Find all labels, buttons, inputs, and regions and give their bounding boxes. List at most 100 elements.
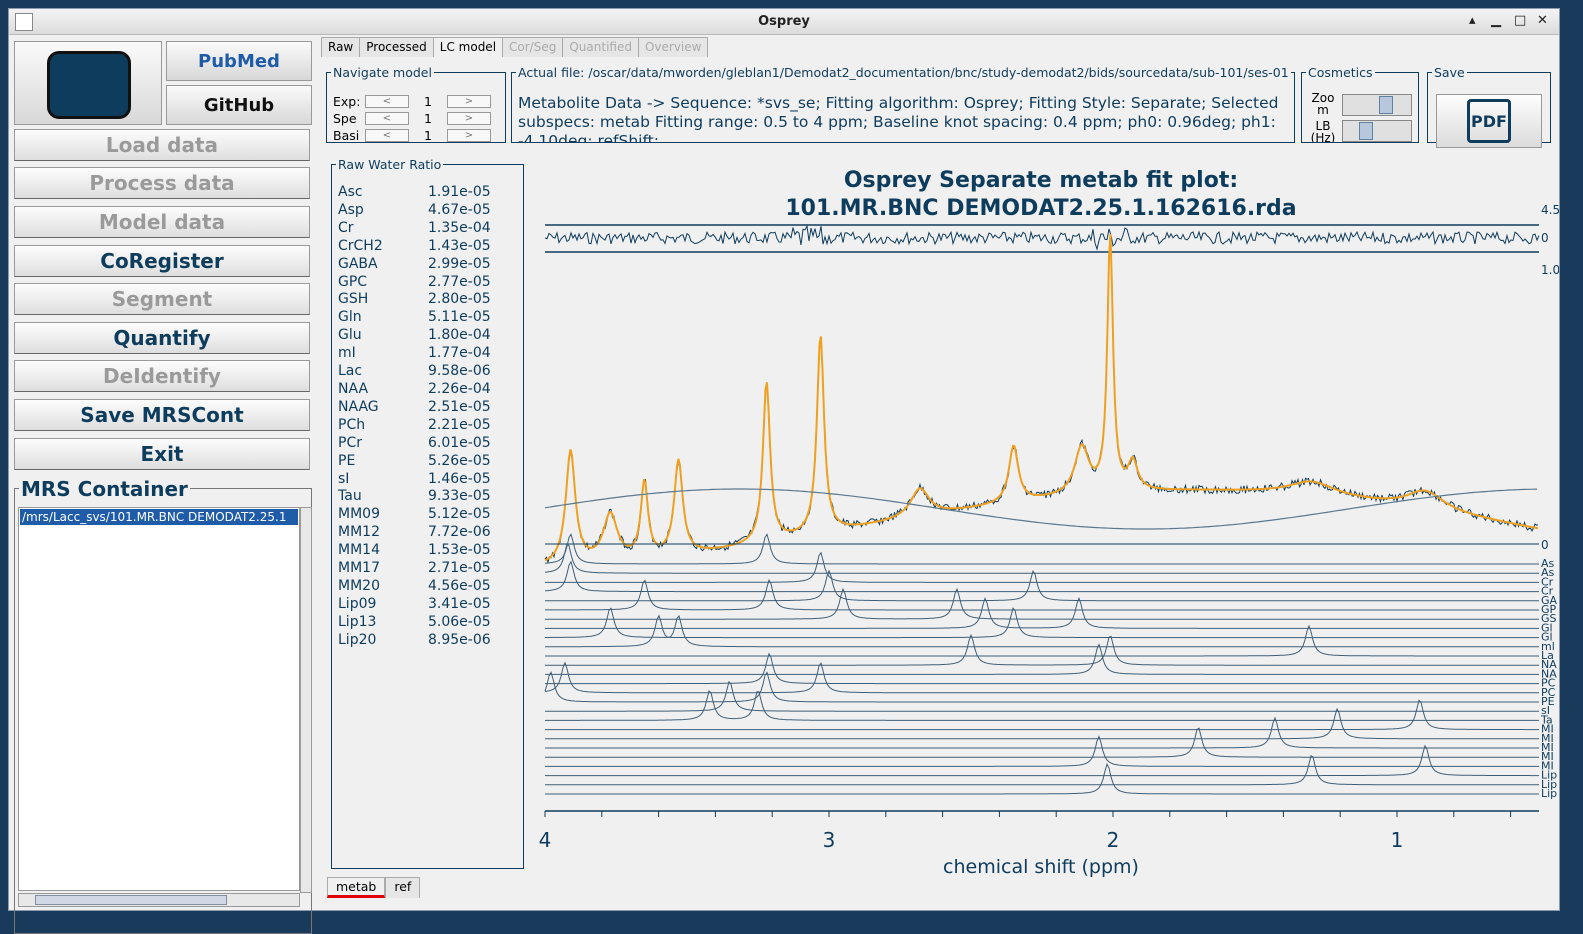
- ratio-row: Lip13 5.06e-05: [338, 614, 491, 632]
- metabolite-ratio: 7.72e-06: [428, 524, 491, 541]
- ratio-row: NAA 2.26e-04: [338, 381, 491, 399]
- next-button[interactable]: >: [447, 95, 491, 108]
- close-icon[interactable]: ✕: [1537, 13, 1548, 28]
- save-pdf-button[interactable]: PDF: [1436, 94, 1542, 148]
- mrs-container-list[interactable]: /mrs/Lacc_svs/101.MR.BNC DEMODAT2.25.1: [18, 507, 300, 891]
- tab-overview[interactable]: Overview: [637, 37, 709, 57]
- prev-button[interactable]: <: [365, 129, 409, 142]
- tab-raw[interactable]: Raw: [321, 37, 361, 57]
- metabolite-ratio: 1.53e-05: [428, 542, 491, 559]
- next-button[interactable]: >: [447, 129, 491, 142]
- prev-button[interactable]: <: [365, 112, 409, 125]
- metabolite-ratio: 1.43e-05: [428, 237, 491, 254]
- nav-value: 1: [424, 128, 432, 143]
- save-mrscont-button[interactable]: Save MRSCont: [14, 399, 310, 431]
- metabolite-name: Lip13: [338, 613, 377, 630]
- osprey-logo-button[interactable]: [14, 41, 162, 125]
- ratio-row: sI 1.46e-05: [338, 471, 491, 489]
- scrollbar-thumb[interactable]: [35, 895, 227, 905]
- basis-label: GA: [1541, 594, 1558, 607]
- main-tabs: Raw Processed LC model Cor/Seg Quantifie…: [321, 37, 709, 57]
- pubmed-button[interactable]: PubMed: [166, 41, 312, 81]
- metabolite-name: GSH: [338, 291, 369, 308]
- ratio-row: GPC 2.77e-05: [338, 274, 491, 292]
- ratio-row: Tau 9.33e-05: [338, 488, 491, 506]
- basis-trace: [545, 614, 1539, 648]
- basis-trace: [544, 661, 1539, 694]
- segment-button[interactable]: Segment: [14, 283, 310, 315]
- ratio-table: Asc 1.91e-05 Asp 4.67e-05 Cr 1.35e-04 CrCH2 1.4…: [338, 184, 491, 650]
- metabolite-ratio: 1.77e-04: [428, 345, 491, 362]
- prev-button[interactable]: <: [365, 95, 409, 108]
- tab-quantified[interactable]: Quantified: [562, 37, 639, 57]
- metabolite-ratio: 1.80e-04: [428, 327, 491, 344]
- basis-label: As: [1541, 557, 1555, 570]
- maximize-icon[interactable]: □: [1514, 13, 1527, 28]
- right-axis-label: 1.0: [1541, 263, 1559, 277]
- ratio-row: MM12 7.72e-06: [338, 524, 491, 542]
- plot-title: Osprey Separate metab fit plot:: [844, 168, 1238, 193]
- nav-row-spe: Spe <1 >: [333, 111, 491, 126]
- metabolite-name: CrCH2: [338, 237, 383, 254]
- coregister-button[interactable]: CoRegister: [14, 245, 310, 277]
- mrs-container-label: MRS Container: [19, 477, 190, 501]
- basis-trace: [545, 727, 1539, 758]
- ratio-row: GSH 2.80e-05: [338, 291, 491, 309]
- ratio-row: MM09 5.12e-05: [338, 506, 491, 524]
- actual-file-label: Actual file: /oscar/data/mworden/gleblan…: [518, 65, 1289, 80]
- basis-trace: [545, 569, 1539, 602]
- tab-ref[interactable]: ref: [385, 877, 421, 898]
- vertical-scrollbar[interactable]: [300, 507, 312, 893]
- lb-slider[interactable]: [1342, 120, 1412, 142]
- metabolite-ratio: 5.06e-05: [428, 613, 491, 630]
- basis-label: Ta: [1540, 713, 1553, 726]
- basis-label: MI: [1541, 750, 1554, 763]
- quantify-button[interactable]: Quantify: [14, 322, 310, 354]
- fit-trace: [544, 233, 1539, 562]
- tab-metab[interactable]: metab: [327, 877, 386, 898]
- basis-label: PE: [1541, 695, 1555, 708]
- basis-label: MI: [1541, 723, 1554, 736]
- basis-label: GP: [1541, 603, 1557, 616]
- process-data-button[interactable]: Process data: [14, 167, 310, 199]
- tab-cor-seg[interactable]: Cor/Seg: [502, 37, 564, 57]
- basis-trace: [545, 578, 1539, 611]
- exit-button[interactable]: Exit: [14, 438, 310, 470]
- x-tick-label: 3: [823, 828, 836, 852]
- navigate-model-label: Navigate model: [333, 65, 432, 80]
- tab-lc-model[interactable]: LC model: [432, 37, 504, 57]
- next-button[interactable]: >: [447, 112, 491, 125]
- navigate-model-panel: Navigate model Exp: <1 > Spe <1 > Basi <1 >: [326, 65, 506, 143]
- minimize-icon[interactable]: ▴: [1469, 13, 1476, 28]
- load-data-button[interactable]: Load data: [14, 129, 310, 161]
- basis-label: La: [1541, 649, 1554, 662]
- basis-label: MI: [1541, 759, 1554, 772]
- raw-water-ratio-label: Raw Water Ratio: [338, 157, 442, 172]
- save-label: Save: [1434, 65, 1465, 80]
- baseline-trace: [544, 488, 1538, 530]
- restore-icon[interactable]: ▁: [1491, 13, 1501, 28]
- github-button[interactable]: GitHub: [166, 85, 312, 125]
- metabolite-ratio: 6.01e-05: [428, 434, 491, 451]
- metabolite-ratio: 2.71e-05: [428, 560, 491, 577]
- metabolite-name: PCh: [338, 416, 366, 433]
- x-tick-label: 2: [1107, 828, 1120, 852]
- basis-trace: [545, 624, 1539, 657]
- metabolite-name: MM12: [338, 524, 380, 541]
- list-item[interactable]: /mrs/Lacc_svs/101.MR.BNC DEMODAT2.25.1: [20, 509, 298, 525]
- metabolite-ratio: 2.99e-05: [428, 255, 491, 272]
- ratio-row: mI 1.77e-04: [338, 345, 491, 363]
- metabolite-ratio: 2.51e-05: [428, 398, 491, 415]
- metabolite-ratio: 1.46e-05: [428, 470, 491, 487]
- ratio-row: PE 5.26e-05: [338, 453, 491, 471]
- deidentify-button[interactable]: DeIdentify: [14, 360, 310, 392]
- model-data-button[interactable]: Model data: [14, 206, 310, 238]
- basis-trace: [545, 680, 1539, 712]
- horizontal-scrollbar[interactable]: [18, 893, 300, 907]
- ratio-row: MM17 2.71e-05: [338, 560, 491, 578]
- zoom-slider[interactable]: [1342, 94, 1412, 116]
- tab-processed[interactable]: Processed: [359, 37, 434, 57]
- osprey-window: Osprey ▴ ▁ □ ✕ PubMed GitHub Load data P…: [8, 8, 1560, 934]
- basis-label: ml: [1541, 640, 1555, 653]
- metabolite-name: MM20: [338, 577, 380, 594]
